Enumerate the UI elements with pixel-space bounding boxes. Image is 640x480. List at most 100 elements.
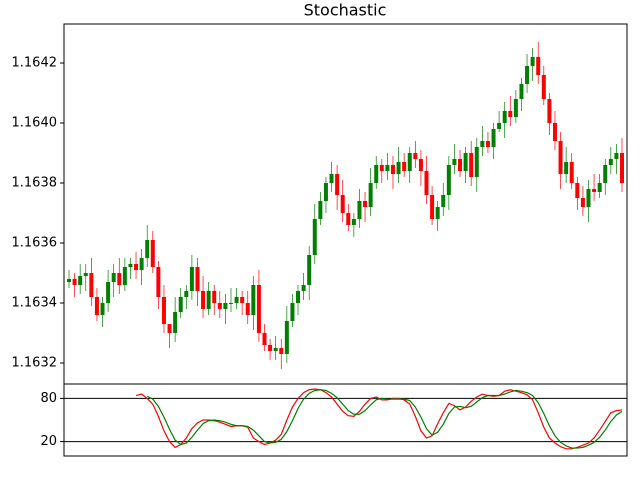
candle-body [329, 174, 334, 183]
candle-body [212, 291, 217, 303]
candle-body [100, 303, 105, 315]
candle-body [184, 291, 189, 297]
candle-body [111, 273, 116, 282]
candle-body [513, 99, 518, 117]
candle-body [402, 162, 407, 171]
candle-body [474, 147, 479, 177]
candle-body [150, 240, 155, 267]
candle-body [251, 285, 256, 315]
candle-body [301, 285, 306, 291]
candle-body [206, 291, 211, 309]
candle-body [284, 321, 289, 354]
y-tick-label: 1.1642 [12, 56, 58, 71]
chart-title: Stochastic [304, 1, 387, 20]
candle-body [134, 264, 139, 270]
candle-body [223, 303, 228, 309]
candle-body [195, 267, 200, 291]
candle-body [161, 297, 166, 324]
candle-body [201, 291, 206, 309]
candle-body [435, 207, 440, 219]
candle-body [94, 297, 99, 315]
candle-body [363, 201, 368, 207]
candle-body [368, 183, 373, 207]
candle-body [536, 57, 541, 75]
line-series [135, 388, 623, 450]
candle-body [139, 258, 144, 270]
candle-body [262, 333, 267, 345]
candle-body [525, 66, 530, 84]
candle-body [385, 165, 390, 171]
candle-body [296, 291, 301, 303]
candle-body [122, 267, 127, 285]
y-tick-label: 1.1640 [12, 116, 58, 131]
candle-body [575, 183, 580, 198]
candle-body [580, 198, 585, 207]
candle-body [279, 348, 284, 354]
candle-body [89, 273, 94, 297]
candle-body [323, 183, 328, 201]
candle-body [173, 312, 178, 333]
candle-body [430, 195, 435, 219]
candle-body [240, 297, 245, 303]
candle-body [547, 99, 552, 123]
candle-body [178, 297, 183, 312]
candle-body [463, 153, 468, 171]
y-tick-label: 1.1634 [12, 296, 58, 311]
y-tick-label: 1.1638 [12, 176, 58, 191]
candle-body [519, 84, 524, 99]
candle-body [564, 162, 569, 174]
candle-body [312, 219, 317, 255]
y-tick-label: 20 [40, 434, 57, 449]
candle-body [497, 123, 502, 129]
candle-body [603, 165, 608, 183]
candle-body [413, 153, 418, 159]
candle-body [189, 267, 194, 291]
candle-body [452, 159, 457, 165]
candle-body [558, 141, 563, 174]
line-series [146, 389, 623, 449]
candle-body [256, 285, 261, 333]
y-tick-label: 1.1632 [12, 356, 58, 371]
candle-body [597, 183, 602, 192]
candle-body [502, 111, 507, 123]
candle-body [228, 303, 233, 304]
candle-body [569, 162, 574, 183]
candle-body [318, 201, 323, 219]
candle-body [530, 57, 535, 66]
candle-body [156, 267, 161, 297]
candle-body [552, 123, 557, 141]
candle-body [145, 240, 150, 258]
candle-body [407, 153, 412, 171]
candle-body [290, 303, 295, 321]
candle-body [307, 255, 312, 285]
candle-body [608, 159, 613, 165]
candle-body [379, 165, 384, 171]
candle-body [441, 195, 446, 207]
candle-body [541, 75, 546, 99]
candle-body [83, 273, 88, 276]
candle-body [340, 195, 345, 213]
candle-body [128, 264, 133, 267]
candle-body [586, 189, 591, 207]
candle-body [335, 174, 340, 195]
candle-body [508, 111, 513, 117]
candle-body [485, 141, 490, 147]
candle-body [390, 165, 395, 174]
candle-body [78, 276, 83, 285]
candle-body [117, 273, 122, 285]
candle-body [396, 162, 401, 174]
candle-body [374, 165, 379, 183]
candle-body [67, 279, 71, 282]
candle-body [245, 303, 250, 315]
candle-body [167, 324, 172, 333]
candle-body [217, 303, 222, 309]
candle-body [351, 219, 356, 225]
candle-body [357, 201, 362, 219]
candle-body [234, 297, 239, 303]
candle-body [592, 189, 597, 192]
plot-frame [63, 383, 628, 457]
candle-body [446, 165, 451, 195]
candle-body [620, 153, 624, 183]
candle-body [273, 348, 278, 351]
candle-body [491, 129, 496, 147]
